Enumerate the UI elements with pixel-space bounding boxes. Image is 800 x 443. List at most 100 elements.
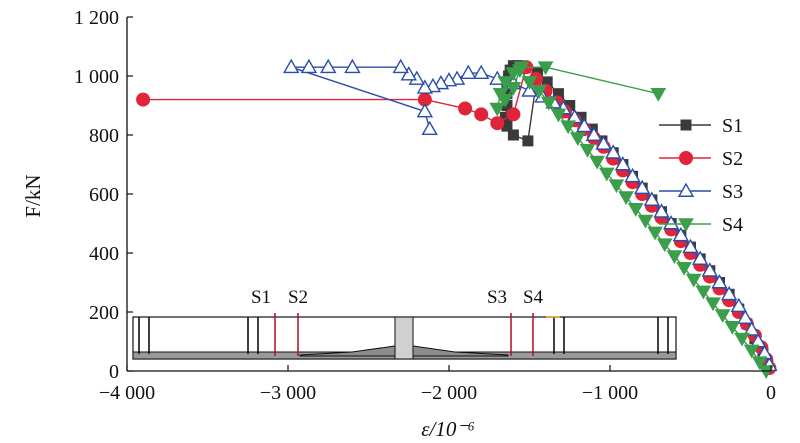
data-point bbox=[531, 85, 548, 99]
data-point bbox=[705, 297, 721, 312]
data-point bbox=[608, 179, 625, 194]
data-point bbox=[474, 107, 489, 122]
data-point bbox=[513, 61, 530, 76]
data-point bbox=[497, 76, 514, 90]
x-axis-title: ε/10⁻⁶ bbox=[421, 417, 475, 441]
y-tick-label: 1 200 bbox=[74, 7, 119, 29]
data-point bbox=[432, 74, 450, 90]
cross-section-inset: S1 S2 S3 S4 bbox=[132, 287, 677, 360]
data-point bbox=[614, 156, 632, 171]
data-point bbox=[579, 144, 596, 158]
data-point bbox=[662, 215, 680, 230]
x-tick-label: −1 000 bbox=[582, 382, 638, 404]
data-point bbox=[743, 344, 760, 359]
data-point bbox=[650, 87, 667, 102]
axes: 0 200 400 600 800 1 000 1 200 −4 000 −3 000 −2 00… bbox=[74, 7, 776, 404]
legend-marker bbox=[677, 182, 695, 197]
data-point bbox=[595, 135, 612, 150]
data-point bbox=[656, 238, 673, 253]
gauge-label-2: S2 bbox=[288, 287, 308, 308]
data-point bbox=[605, 144, 622, 159]
data-point bbox=[320, 58, 337, 74]
data-point bbox=[734, 332, 750, 347]
series-s2 bbox=[136, 60, 777, 376]
y-tick-label: 1 000 bbox=[74, 66, 119, 88]
legend-label: S3 bbox=[722, 181, 743, 203]
legend-marker bbox=[680, 119, 692, 131]
data-point bbox=[440, 72, 458, 87]
data-point bbox=[550, 108, 567, 123]
data-point bbox=[400, 66, 417, 81]
x-tick-label: −2 000 bbox=[421, 382, 477, 404]
data-point bbox=[521, 76, 538, 90]
data-point bbox=[737, 309, 754, 324]
data-point bbox=[685, 273, 702, 288]
data-point bbox=[730, 297, 748, 313]
x-tick-label: −4 000 bbox=[99, 382, 155, 404]
data-point bbox=[392, 58, 409, 74]
legend-item-s2: S2 bbox=[659, 148, 743, 170]
legend-label: S4 bbox=[722, 214, 743, 236]
data-point bbox=[751, 356, 768, 371]
inset-joint bbox=[394, 316, 414, 360]
data-point bbox=[743, 321, 760, 336]
data-point bbox=[458, 101, 473, 116]
y-tick-label: 0 bbox=[109, 361, 119, 383]
data-point bbox=[506, 107, 521, 122]
data-point bbox=[624, 167, 641, 183]
data-point bbox=[720, 285, 738, 301]
legend-item-s4: S4 bbox=[659, 214, 743, 236]
data-point bbox=[643, 191, 661, 206]
data-point bbox=[489, 102, 506, 117]
series-layer bbox=[136, 58, 778, 380]
data-point bbox=[714, 309, 731, 323]
series-line-s2 bbox=[143, 65, 771, 369]
gauge-label-1: S1 bbox=[251, 287, 271, 308]
data-point bbox=[490, 116, 505, 131]
data-point bbox=[416, 102, 434, 118]
data-point bbox=[724, 321, 741, 335]
data-point bbox=[472, 64, 490, 80]
data-point bbox=[460, 64, 477, 80]
gauge-label-3: S3 bbox=[487, 287, 507, 308]
data-point bbox=[283, 58, 300, 74]
data-point bbox=[711, 274, 728, 289]
legend-marker bbox=[678, 218, 694, 233]
data-point bbox=[505, 67, 522, 82]
legend-item-s1: S1 bbox=[659, 115, 743, 137]
data-point bbox=[633, 179, 651, 195]
data-point bbox=[416, 79, 434, 94]
x-tick-label: 0 bbox=[766, 382, 776, 404]
legend-label: S2 bbox=[722, 148, 743, 170]
data-point bbox=[627, 203, 644, 217]
data-point bbox=[537, 61, 554, 76]
series-line-s3 bbox=[290, 66, 771, 366]
series-s4 bbox=[489, 61, 775, 380]
data-point bbox=[682, 238, 699, 254]
inset-haunch-left bbox=[299, 345, 396, 357]
data-point bbox=[637, 214, 654, 229]
data-point bbox=[585, 126, 603, 141]
series-s3 bbox=[283, 58, 778, 372]
y-tick-label: 400 bbox=[89, 243, 119, 265]
data-point bbox=[666, 250, 683, 264]
y-tick-label: 800 bbox=[89, 125, 119, 147]
data-point bbox=[758, 365, 775, 380]
legend: S1 S2 S3 S4 bbox=[659, 115, 743, 236]
data-point bbox=[598, 167, 615, 182]
data-point bbox=[672, 226, 690, 242]
legend-label: S1 bbox=[722, 115, 743, 137]
data-point bbox=[540, 96, 557, 111]
data-point bbox=[507, 129, 519, 141]
data-point bbox=[569, 132, 586, 146]
legend-marker bbox=[679, 151, 693, 165]
inset-haunch-right bbox=[412, 345, 509, 357]
data-point bbox=[421, 120, 438, 136]
gauge-label-4: S4 bbox=[523, 287, 544, 308]
x-tick-label: −3 000 bbox=[260, 382, 316, 404]
data-point bbox=[344, 58, 361, 74]
data-point bbox=[505, 82, 522, 96]
legend-item-s3: S3 bbox=[659, 181, 743, 203]
data-point bbox=[589, 155, 605, 170]
